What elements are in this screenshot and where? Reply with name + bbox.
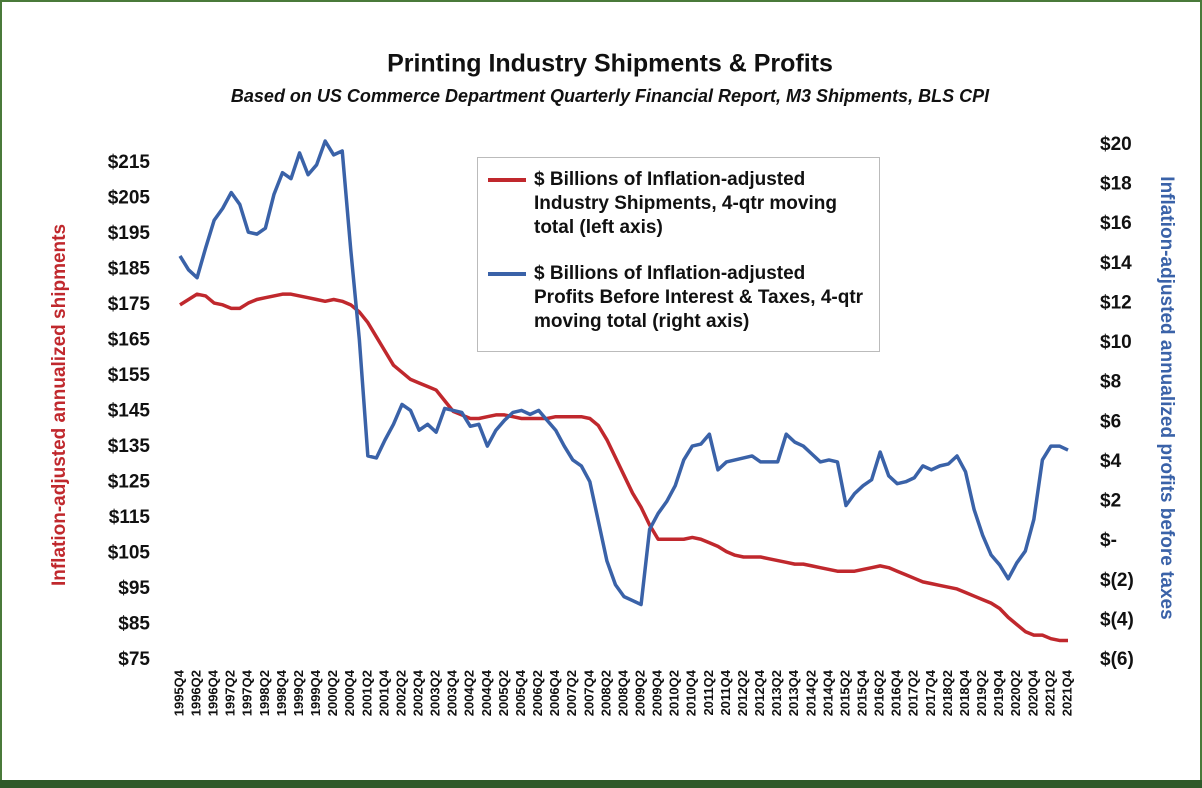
footer-bar <box>0 780 1202 788</box>
y-tick-label: $105 <box>108 542 151 563</box>
y-tick-label: $85 <box>118 613 150 634</box>
x-tick-label: 2005Q2 <box>496 670 511 716</box>
x-tick-label: 2015Q4 <box>855 669 870 716</box>
chart-subtitle: Based on US Commerce Department Quarterl… <box>231 86 990 106</box>
x-tick-label: 1998Q4 <box>274 669 289 716</box>
legend-label: $ Billions of Inflation-adjusted Profits… <box>534 263 864 332</box>
y2-tick-label: $(4) <box>1100 609 1134 630</box>
x-tick-label: 2011Q2 <box>701 670 716 716</box>
x-tick-label: 2012Q4 <box>752 669 767 716</box>
chart-title: Printing Industry Shipments & Profits <box>387 50 833 78</box>
x-tick-label: 2009Q2 <box>633 670 648 716</box>
y-tick-label: $165 <box>108 329 151 350</box>
x-tick-label: 2010Q4 <box>684 669 699 716</box>
x-tick-label: 2000Q2 <box>325 670 340 716</box>
y2-tick-label: $6 <box>1100 411 1121 432</box>
y-tick-label: $185 <box>108 258 151 279</box>
x-tick-label: 1996Q4 <box>206 669 221 716</box>
x-tick-label: 2018Q4 <box>957 669 972 716</box>
y2-tick-label: $- <box>1100 530 1117 551</box>
x-tick-label: 2004Q2 <box>462 670 477 716</box>
x-tick-label: 2002Q4 <box>411 669 426 716</box>
y2-tick-label: $10 <box>1100 332 1132 353</box>
x-tick-label: 2020Q2 <box>1008 670 1023 716</box>
x-tick-label: 2014Q2 <box>803 670 818 716</box>
legend: $ Billions of Inflation-adjusted Industr… <box>477 157 880 352</box>
x-tick-label: 2009Q4 <box>650 669 665 716</box>
x-tick-label: 2010Q2 <box>667 670 682 716</box>
x-tick-label: 2021Q2 <box>1042 670 1057 716</box>
y-tick-label: $135 <box>108 436 151 457</box>
x-tick-label: 2019Q2 <box>974 670 989 716</box>
x-tick-label: 2013Q2 <box>769 670 784 716</box>
y-tick-label: $155 <box>108 365 151 386</box>
x-tick-label: 2012Q2 <box>735 670 750 716</box>
x-tick-label: 2002Q2 <box>393 670 408 716</box>
x-tick-label: 2008Q4 <box>615 669 630 716</box>
x-tick-label: 2006Q4 <box>547 669 562 716</box>
x-tick-label: 2005Q4 <box>513 669 528 716</box>
x-tick-label: 1999Q4 <box>308 669 323 716</box>
x-tick-label: 1999Q2 <box>291 670 306 716</box>
x-tick-label: 2003Q4 <box>445 669 460 716</box>
y-axis-title: Inflation-adjusted annualized shipments <box>49 224 70 586</box>
y-tick-label: $95 <box>118 578 150 599</box>
x-tick-label: 2020Q4 <box>1025 669 1040 716</box>
x-tick-label: 2000Q4 <box>342 669 357 716</box>
x-tick-label: 2004Q4 <box>479 669 494 716</box>
x-tick-label: 2016Q4 <box>889 669 904 716</box>
x-tick-label: 2014Q4 <box>820 669 835 716</box>
x-tick-label: 2019Q4 <box>991 669 1006 716</box>
legend-swatch <box>488 272 526 276</box>
x-tick-label: 2017Q4 <box>923 669 938 716</box>
x-tick-label: 2007Q2 <box>564 670 579 716</box>
x-tick-label: 2003Q2 <box>428 670 443 716</box>
y2-tick-label: $8 <box>1100 372 1121 393</box>
y2-tick-label: $2 <box>1100 491 1121 512</box>
x-tick-label: 2018Q2 <box>940 670 955 716</box>
x-tick-label: 1998Q2 <box>257 670 272 716</box>
x-tick-label: 2011Q4 <box>718 669 733 715</box>
x-tick-label: 2001Q2 <box>359 670 374 716</box>
x-tick-label: 2017Q2 <box>906 670 921 716</box>
y2-tick-label: $14 <box>1100 253 1132 274</box>
legend-item: $ Billions of Inflation-adjusted Industr… <box>488 168 869 240</box>
x-tick-label: 2007Q4 <box>581 669 596 716</box>
x-tick-label: 1997Q4 <box>240 669 255 716</box>
y-tick-label: $175 <box>108 294 151 315</box>
y2-tick-label: $(2) <box>1100 570 1134 591</box>
x-tick-label: 2001Q4 <box>376 669 391 716</box>
x-tick-label: 2006Q2 <box>530 670 545 716</box>
x-tick-label: 2021Q4 <box>1059 669 1074 716</box>
series-line <box>178 139 1069 607</box>
y2-axis-title: Inflation-adjusted annualized profits be… <box>1156 176 1177 619</box>
y2-tick-label: $20 <box>1100 134 1132 155</box>
series-line <box>179 292 1068 643</box>
y-tick-label: $215 <box>108 152 151 173</box>
y-tick-label: $125 <box>108 471 151 492</box>
y-tick-label: $195 <box>108 223 151 244</box>
y-tick-label: $75 <box>118 649 150 670</box>
y2-tick-label: $12 <box>1100 292 1132 313</box>
x-tick-label: 1997Q2 <box>223 670 238 716</box>
y2-tick-label: $(6) <box>1100 649 1134 670</box>
x-tick-label: 1995Q4 <box>171 669 186 716</box>
y-tick-label: $145 <box>108 400 151 421</box>
legend-label: $ Billions of Inflation-adjusted Industr… <box>534 169 837 238</box>
y2-tick-label: $4 <box>1100 451 1122 472</box>
x-tick-label: 1996Q2 <box>189 670 204 716</box>
y2-tick-label: $18 <box>1100 174 1132 195</box>
y-tick-label: $115 <box>109 507 151 528</box>
x-tick-label: 2008Q2 <box>598 670 613 716</box>
x-tick-label: 2015Q2 <box>837 670 852 716</box>
legend-swatch <box>488 178 526 182</box>
x-tick-label: 2013Q4 <box>786 669 801 716</box>
x-tick-label: 2016Q2 <box>872 670 887 716</box>
y2-tick-label: $16 <box>1100 213 1132 234</box>
y-tick-label: $205 <box>108 187 151 208</box>
legend-item: $ Billions of Inflation-adjusted Profits… <box>488 262 869 334</box>
